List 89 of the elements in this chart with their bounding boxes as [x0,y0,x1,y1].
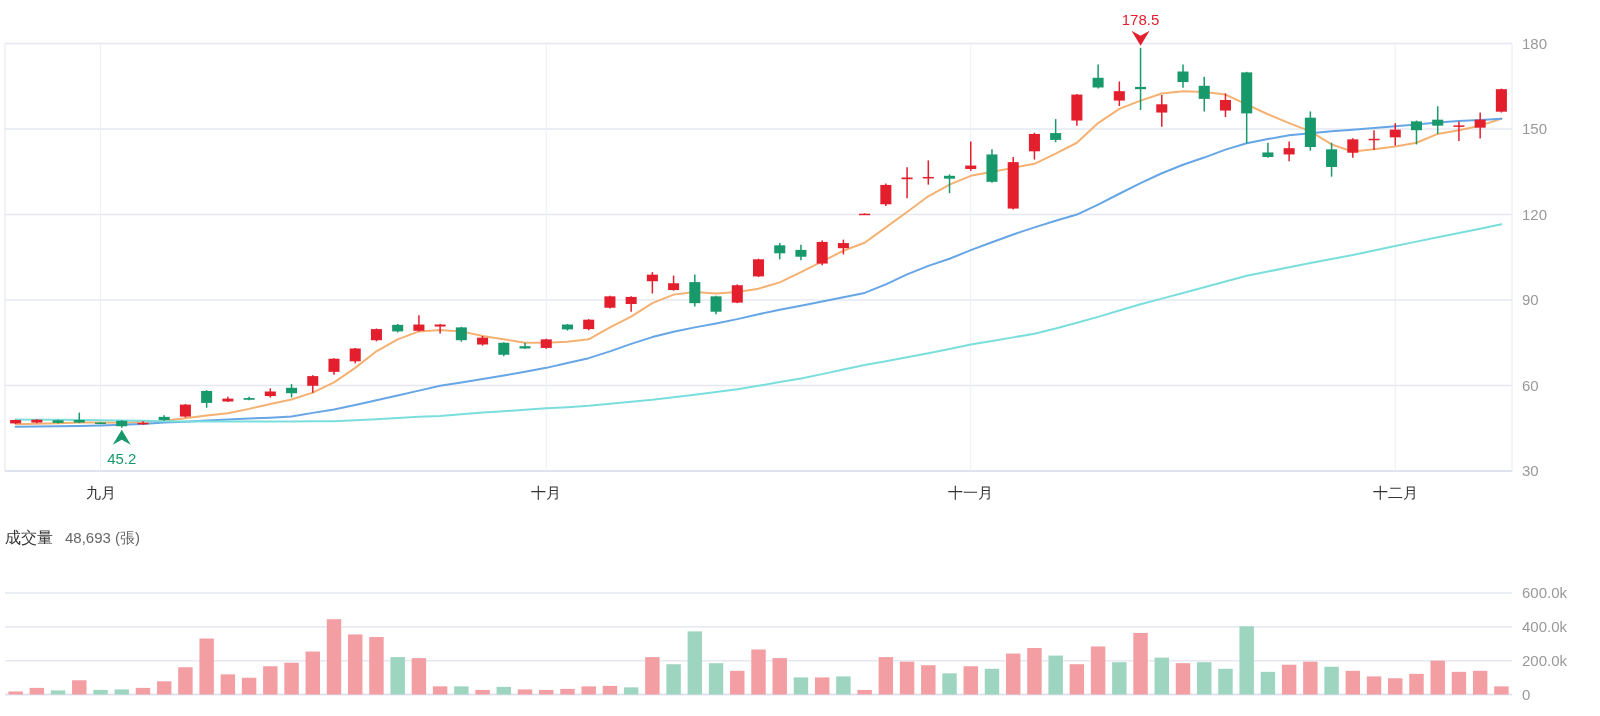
bar [348,634,363,695]
bar [454,686,469,695]
bar [1218,668,1233,695]
bar [623,687,639,695]
bar [1388,678,1403,695]
y-tick-label: 120 [1522,205,1548,223]
bar [1154,657,1169,695]
y-tick-label: 0 [1522,685,1531,703]
bar [114,689,129,695]
bar [942,673,957,695]
bar [1048,655,1063,695]
y-tick-label: 30 [1522,462,1539,479]
bar [326,619,342,695]
bar [517,689,533,695]
x-tick-label: 九月 [85,484,116,501]
bar [178,667,193,695]
x-tick-label: 十月 [531,484,562,501]
bar [1112,662,1127,695]
annotation: 45.2 [107,449,137,467]
bar [857,689,872,695]
bar [50,690,66,695]
bar [1133,632,1148,695]
bar [1451,671,1467,695]
bar [581,686,596,695]
y-tick-label: 150 [1522,120,1548,138]
bar [1494,686,1509,695]
bar [899,661,915,695]
bar [72,680,87,695]
chart-title: 成交量 [5,529,53,546]
bar [199,638,214,695]
bar [1430,660,1445,695]
bar [1197,662,1212,695]
bar [369,636,384,695]
bar [1260,671,1276,695]
y-tick-label: 180 [1522,34,1548,52]
y-tick-label: 200.0k [1522,651,1568,669]
bar [666,664,681,695]
bar [305,651,320,695]
x-tick-label: 十一月 [948,484,994,501]
bar [730,670,745,695]
annotation: 178.5 [1121,10,1160,28]
bar [135,687,151,695]
bar [1366,676,1382,695]
bar [1090,646,1106,695]
x-tick-label: 十二月 [1372,484,1418,501]
bar [220,674,236,695]
bar [984,668,1000,695]
bar [645,657,660,695]
bar [836,676,851,695]
bar [1069,664,1085,695]
bar [241,677,257,695]
bar [751,649,766,695]
bar [1409,673,1424,695]
bar [1005,653,1021,695]
bar [1345,670,1361,695]
bar [793,677,809,695]
bar [1027,647,1042,695]
bar [772,658,787,695]
bar [432,686,448,695]
bar [29,687,45,695]
bar [1472,670,1488,695]
bar [708,663,724,695]
y-tick-label: 600.0k [1522,584,1568,601]
bar [814,677,830,695]
bar [263,666,278,695]
bar [1239,626,1254,695]
bar [539,689,554,695]
bar [284,662,299,695]
bar [1324,666,1339,695]
bar [878,657,894,695]
bar [475,689,490,695]
bar [1281,664,1297,695]
y-tick-label: 60 [1522,376,1539,394]
y-tick-label: 400.0k [1522,617,1568,635]
bar [560,688,575,695]
bar [602,685,618,695]
bar [1175,663,1191,695]
bar [963,666,978,695]
bar [156,681,172,695]
bar [496,686,512,695]
bar [8,691,23,695]
bar [1303,661,1318,695]
y-tick-label: 90 [1522,291,1539,309]
bar [411,658,427,695]
chart-subtitle: 48,693 (張) [65,529,141,546]
bar [390,657,405,695]
bar [93,689,108,695]
bar [687,631,703,695]
bar [921,665,936,695]
